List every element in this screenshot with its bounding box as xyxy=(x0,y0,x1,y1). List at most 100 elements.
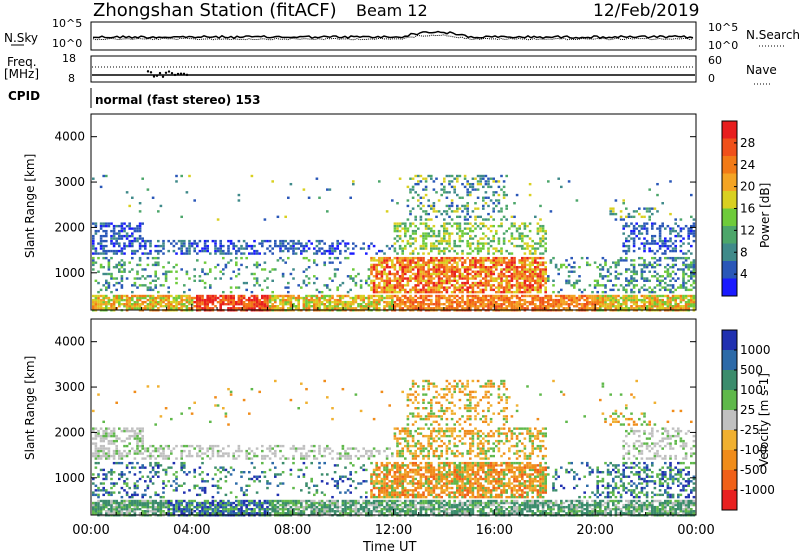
data-cell xyxy=(476,249,480,253)
data-cell xyxy=(198,239,202,243)
data-cell xyxy=(99,507,103,511)
data-cell xyxy=(414,182,417,186)
data-cell xyxy=(432,180,436,183)
data-cell xyxy=(164,512,168,515)
data-cell xyxy=(440,290,443,294)
data-cell xyxy=(185,507,189,511)
data-cell xyxy=(107,268,111,271)
data-cell xyxy=(643,247,646,250)
data-cell xyxy=(172,265,176,269)
data-cell xyxy=(258,307,261,310)
data-cell xyxy=(157,385,160,388)
data-cell xyxy=(547,305,550,308)
data-cell xyxy=(112,510,116,513)
data-cell xyxy=(393,305,397,308)
data-cell xyxy=(482,284,485,287)
data-cell xyxy=(513,256,516,260)
data-cell xyxy=(625,296,628,300)
data-cell xyxy=(635,210,638,213)
cpid-label: CPID xyxy=(8,89,40,103)
data-cell xyxy=(112,242,116,245)
data-cell xyxy=(500,307,503,310)
data-cell xyxy=(219,247,222,250)
data-cell xyxy=(643,288,646,292)
data-cell xyxy=(206,300,209,304)
data-cell xyxy=(523,290,527,294)
data-cell xyxy=(528,244,532,248)
data-cell xyxy=(669,232,672,235)
data-cell xyxy=(123,247,126,250)
data-cell xyxy=(658,279,662,283)
data-cell xyxy=(541,229,545,233)
data-cell xyxy=(547,296,550,300)
data-cell xyxy=(266,277,269,280)
data-cell xyxy=(97,510,100,513)
data-cell xyxy=(479,182,482,186)
data-cell xyxy=(94,229,98,233)
data-cell xyxy=(427,270,430,273)
data-cell xyxy=(136,447,139,450)
data-cell xyxy=(609,272,612,276)
data-cell xyxy=(144,505,147,509)
data-cell xyxy=(331,300,334,304)
data-cell xyxy=(645,210,649,213)
data-cell xyxy=(411,286,415,289)
data-cell xyxy=(687,298,690,302)
data-cell xyxy=(515,288,519,292)
data-cell xyxy=(201,457,204,460)
data-cell xyxy=(229,239,233,243)
noise-search-label: N.Search xyxy=(746,28,800,42)
y-tick-label: 3000 xyxy=(54,175,85,189)
data-cell xyxy=(495,296,498,300)
data-cell xyxy=(645,279,649,283)
data-cell xyxy=(664,302,667,306)
data-cell xyxy=(427,227,430,230)
data-cell xyxy=(690,305,693,308)
data-cell xyxy=(229,290,233,294)
data-cell xyxy=(456,265,459,269)
data-cell xyxy=(107,302,111,306)
data-cell xyxy=(393,275,397,278)
data-cell xyxy=(562,294,566,298)
data-cell xyxy=(388,247,391,250)
data-cell xyxy=(450,180,454,183)
data-cell xyxy=(144,489,147,492)
data-cell xyxy=(656,242,659,245)
data-cell xyxy=(471,275,475,278)
data-cell xyxy=(149,510,152,513)
colorbar-tick-label: 4 xyxy=(740,267,748,281)
data-cell xyxy=(544,281,547,285)
data-cell xyxy=(479,242,482,245)
data-cell xyxy=(424,298,428,302)
data-cell xyxy=(175,475,178,478)
data-cell xyxy=(128,495,131,499)
data-cell xyxy=(677,296,680,300)
data-cell xyxy=(565,294,568,298)
data-cell xyxy=(445,196,449,199)
data-cell xyxy=(406,298,410,302)
data-cell xyxy=(385,275,389,278)
data-cell xyxy=(144,501,147,505)
data-cell xyxy=(469,215,472,219)
data-cell xyxy=(320,290,324,294)
data-cell xyxy=(443,272,446,276)
data-cell xyxy=(435,296,438,300)
data-cell xyxy=(666,296,670,300)
data-cell xyxy=(154,244,157,248)
data-cell xyxy=(541,302,545,306)
data-cell xyxy=(674,296,677,300)
data-cell xyxy=(294,298,298,302)
data-cell xyxy=(320,239,324,243)
data-cell xyxy=(131,256,134,260)
data-cell xyxy=(380,279,384,283)
data-cell xyxy=(414,290,417,294)
data-cell xyxy=(336,300,339,304)
data-cell xyxy=(318,196,321,199)
data-cell xyxy=(544,294,547,298)
data-cell xyxy=(175,482,178,485)
data-cell xyxy=(268,294,272,298)
data-cell xyxy=(328,277,332,280)
data-cell xyxy=(112,429,116,433)
